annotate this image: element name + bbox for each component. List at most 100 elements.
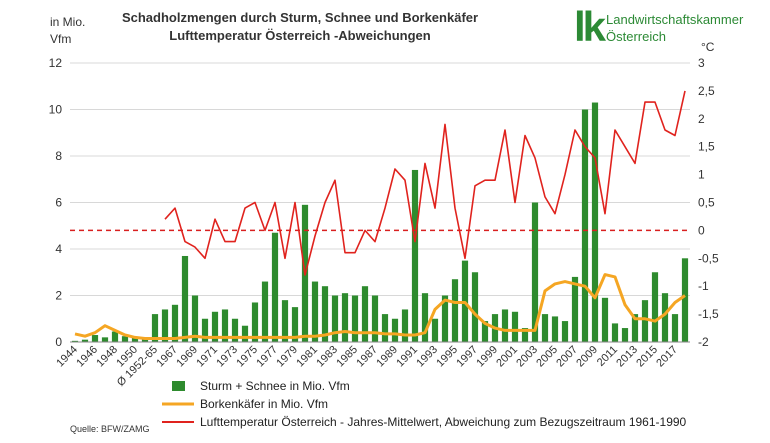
bar <box>291 307 299 342</box>
borkenkaefer-line <box>74 273 686 340</box>
bar <box>401 309 409 342</box>
lk-logo-line1: Landwirtschaftskammer <box>606 12 744 27</box>
bar <box>571 276 579 342</box>
chart-title: Schadholzmengen durch Sturm, Schnee und … <box>121 10 479 25</box>
y-axis-right-label: °C <box>701 40 715 54</box>
y-axis-left-label: in Mio. Vfm <box>50 14 85 48</box>
x-tick-label: 1973 <box>214 344 240 370</box>
bar <box>311 281 319 342</box>
bar <box>501 309 509 342</box>
bar <box>71 340 79 342</box>
bar-series <box>71 102 689 343</box>
bar <box>161 309 169 342</box>
x-tick-label: 1969 <box>174 344 200 370</box>
y-left-tick-label: 4 <box>55 242 62 256</box>
y-right-tick-label: -1 <box>698 279 709 293</box>
bar <box>251 302 259 342</box>
bar <box>191 295 199 342</box>
y-right-tick-label: -0,5 <box>698 251 719 265</box>
y-right-tick-label: -1,5 <box>698 307 719 321</box>
legend-label: Sturm + Schnee in Mio. Vfm <box>200 379 350 393</box>
y-left-tick-label: 10 <box>49 103 63 117</box>
bar <box>241 325 249 342</box>
x-tick-label: 2001 <box>494 344 520 370</box>
x-tick-label: 1971 <box>194 344 220 370</box>
bar <box>261 281 269 342</box>
bar <box>341 293 349 342</box>
y-axis-left-label-line2: Vfm <box>50 32 72 46</box>
x-tick-label: 1999 <box>474 344 500 370</box>
bar <box>611 323 619 342</box>
bar <box>81 339 89 342</box>
x-tick-label: 2013 <box>614 344 640 370</box>
x-tick-label: 2017 <box>654 344 680 370</box>
legend-label: Borkenkäfer in Mio. Vfm <box>200 397 328 411</box>
bar <box>601 297 609 342</box>
bar <box>321 286 329 342</box>
bar <box>481 321 489 342</box>
x-tick-label: 1985 <box>334 344 360 370</box>
bar <box>391 318 399 342</box>
lk-logo-line2: Österreich <box>606 29 666 44</box>
y-right-tick-label: 2 <box>698 112 705 126</box>
bar <box>441 295 449 342</box>
bar <box>651 272 659 342</box>
bar <box>541 314 549 342</box>
x-tick-label: 1979 <box>274 344 300 370</box>
bar <box>371 295 379 342</box>
bar <box>631 314 639 342</box>
bar <box>231 318 239 342</box>
bar <box>151 314 159 342</box>
bar <box>561 321 569 342</box>
x-tick-label: 1997 <box>454 344 480 370</box>
x-tick-label: 2011 <box>595 344 620 369</box>
bar <box>421 293 429 342</box>
bar <box>351 295 359 342</box>
y-right-tick-label: 0 <box>698 223 705 237</box>
bar <box>281 300 289 342</box>
bar <box>671 314 679 342</box>
y-right-tick-label: 1 <box>698 168 705 182</box>
x-tick-label: 1987 <box>354 344 380 370</box>
bar <box>681 258 689 342</box>
bar <box>661 293 669 342</box>
x-tick-label: 2007 <box>554 344 580 370</box>
x-tick-label: 1977 <box>254 344 280 370</box>
legend-swatch-bar <box>172 381 185 391</box>
lk-logo-mark: lk <box>574 3 606 50</box>
bar <box>581 109 589 342</box>
x-tick-label: 1995 <box>434 344 460 370</box>
bar <box>641 300 649 342</box>
chart-subtitle: Lufttemperatur Österreich -Abweichungen <box>169 28 431 43</box>
x-tick-label: 1975 <box>234 344 260 370</box>
legend-label: Lufttemperatur Österreich - Jahres-Mitte… <box>200 415 687 429</box>
bar <box>521 328 529 342</box>
x-tick-label: 2003 <box>514 344 540 370</box>
bar <box>331 295 339 342</box>
bar <box>221 309 229 342</box>
bar <box>91 335 99 342</box>
bar <box>381 314 389 342</box>
y-right-tick-label: 0,5 <box>698 196 715 210</box>
bar <box>411 169 419 342</box>
lk-logo: lk Landwirtschaftskammer Österreich <box>574 6 764 48</box>
bar <box>111 331 119 342</box>
x-tick-label: 1983 <box>314 344 340 370</box>
y-right-tick-label: 1,5 <box>698 140 715 154</box>
x-tick-label: 1967 <box>154 344 180 370</box>
y-left-tick-label: 8 <box>55 149 62 163</box>
y-left-tick-label: 6 <box>55 196 62 210</box>
x-tick-label: 2015 <box>634 344 660 370</box>
x-tick-label: 1993 <box>414 344 440 370</box>
x-tick-label: 1989 <box>374 344 400 370</box>
x-tick-label: 2005 <box>534 344 560 370</box>
bar <box>531 202 539 342</box>
y-right-tick-label: -2 <box>698 335 709 349</box>
legend: Sturm + Schnee in Mio. Vfm Borkenkäfer in… <box>162 379 687 429</box>
x-tick-label: 1981 <box>294 344 320 370</box>
y-right-tick-label: 2,5 <box>698 84 715 98</box>
y-right-tick-label: 3 <box>698 56 705 70</box>
x-tick-label: 1991 <box>394 344 420 370</box>
y-left-tick-label: 0 <box>55 335 62 349</box>
